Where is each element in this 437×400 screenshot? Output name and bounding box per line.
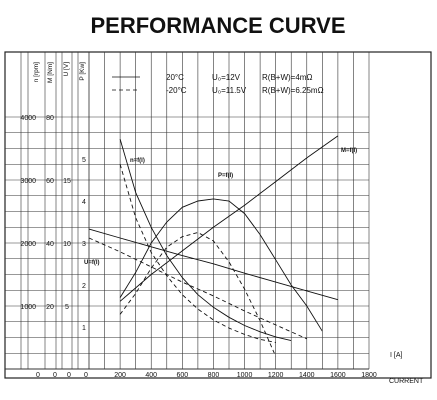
y-tick-label-rpm: 4000 xyxy=(20,115,36,122)
y-tick-label-voltage: 5 xyxy=(65,304,69,311)
curve-label: U=f(I) xyxy=(84,260,100,266)
x-tick-label: 1000 xyxy=(237,372,253,379)
y-tick-label-rpm: 2000 xyxy=(20,241,36,248)
series-line-m-solid xyxy=(119,135,339,302)
legend-temperature: -20°C xyxy=(166,86,187,95)
legend-resistance: R(B+W)=4mΩ xyxy=(262,73,312,82)
x-tick-label: 1600 xyxy=(330,372,346,379)
x-tick-label: 0 xyxy=(84,372,88,379)
x-tick-label: 0 xyxy=(36,372,40,379)
curve-label: P=f(I) xyxy=(218,173,233,179)
y-tick-label-voltage: 10 xyxy=(63,241,71,248)
x-tick-label: 1800 xyxy=(361,372,377,379)
y-tick-label-torque: 20 xyxy=(46,304,54,311)
y-tick-label-torque: 40 xyxy=(46,241,54,248)
y-tick-label-torque: 80 xyxy=(46,115,54,122)
series-layer xyxy=(88,135,339,357)
x-tick-label: 0 xyxy=(67,372,71,379)
series-line-u-solid xyxy=(88,228,339,301)
series-line-n-dashed xyxy=(119,164,276,343)
x-axis-title: I [A] xyxy=(390,352,403,359)
chart-title: PERFORMANCE CURVE xyxy=(90,13,345,38)
y-tick-label-power: 2 xyxy=(82,283,86,290)
x-tick-label: 1400 xyxy=(299,372,315,379)
series-line-n-solid xyxy=(119,138,292,342)
y-tick-label-power: 4 xyxy=(82,199,86,206)
series-line-p-dashed xyxy=(119,232,277,357)
legend-voltage: U₀=12V xyxy=(212,73,241,82)
y-axis-title: M [Nm] xyxy=(47,62,54,83)
x-tick-label: 800 xyxy=(208,372,220,379)
x-tick-label: 600 xyxy=(176,372,188,379)
y-tick-label-rpm: 3000 xyxy=(20,178,36,185)
x-tick-label: 1200 xyxy=(268,372,284,379)
y-tick-label-torque: 60 xyxy=(46,178,54,185)
y-axis-title: U [V] xyxy=(63,62,70,77)
legend-resistance: R(B+W)=6.25mΩ xyxy=(262,86,324,95)
x-tick-label: 0 xyxy=(53,372,57,379)
y-tick-label-power: 3 xyxy=(82,241,86,248)
legend-temperature: 20°C xyxy=(166,73,184,82)
chart-frame xyxy=(4,51,432,379)
y-tick-label-voltage: 15 xyxy=(63,178,71,185)
x-axis-caption: CURRENT xyxy=(389,378,424,385)
series-line-u-dashed xyxy=(88,237,307,340)
y-tick-label-power: 5 xyxy=(82,157,86,164)
y-axis-title: P [Kw] xyxy=(79,62,86,81)
y-axis-title: n [rpm] xyxy=(33,62,40,82)
legend: 20°C U₀=12V R(B+W)=4mΩ -20°C U₀=11.5V R(B+W)=… xyxy=(112,73,324,95)
series-line-p-solid xyxy=(119,198,323,332)
x-tick-label: 200 xyxy=(114,372,126,379)
axes: n [rpm] M [Nm] U [V] P [Kw]1000200030004000… xyxy=(20,62,424,385)
curve-label: M=f(I) xyxy=(341,148,357,154)
y-tick-label-power: 1 xyxy=(82,325,86,332)
legend-voltage: U₀=11.5V xyxy=(212,86,247,95)
x-tick-label: 400 xyxy=(145,372,157,379)
curve-label: n=f(I) xyxy=(130,158,145,164)
y-tick-label-rpm: 1000 xyxy=(20,304,36,311)
curve-labels: n=f(I) P=f(I) M=f(I) U=f(I) xyxy=(84,148,357,266)
grid xyxy=(4,51,432,379)
